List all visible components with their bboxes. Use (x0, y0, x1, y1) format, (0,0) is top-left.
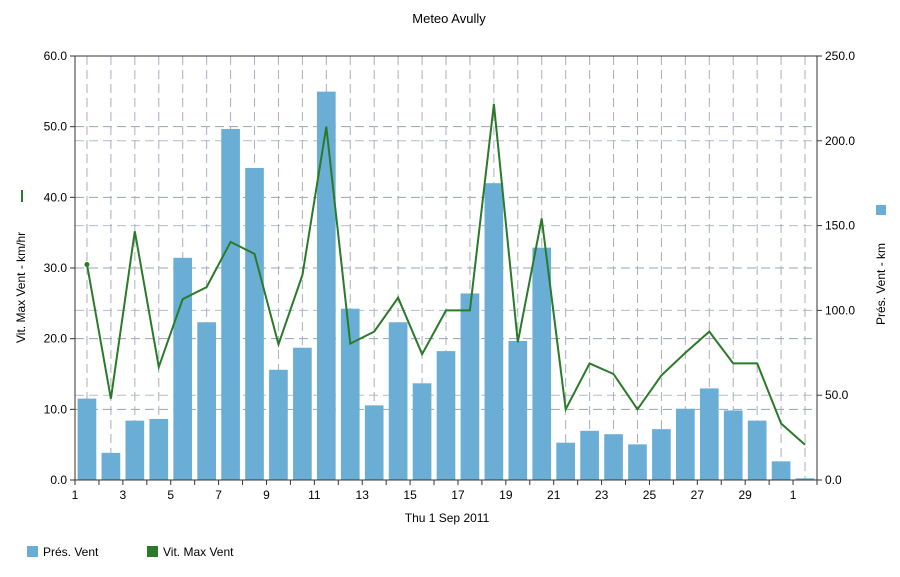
bar-pres-vent-day-1 (77, 398, 97, 480)
x-tick-label-6: 13 (356, 488, 370, 502)
right-tick-label-5: 250.0 (825, 49, 855, 63)
bar-pres-vent-day-6 (197, 322, 216, 480)
bar-pres-vent-day-30 (771, 461, 791, 480)
bar-pres-vent-day-31 (795, 478, 815, 480)
bar-pres-vent-day-25 (652, 429, 671, 480)
bar-pres-vent-day-21 (556, 442, 576, 480)
bar-pres-vent-day-27 (699, 388, 719, 480)
x-tick-label-5: 11 (308, 488, 321, 502)
bar-pres-vent-day-28 (723, 410, 743, 480)
line-series-vit-max-vent (84, 103, 806, 446)
x-tick-label-12: 25 (643, 488, 657, 502)
bar-pres-vent-day-26 (676, 408, 695, 480)
bar-pres-vent-day-4 (149, 418, 169, 480)
bar-pres-vent-day-11 (316, 91, 336, 480)
x-tick-label-15: 1 (790, 488, 797, 502)
left-tick-label-1: 10.0 (44, 402, 68, 416)
chart-title: Meteo Avully (412, 11, 486, 26)
right-tick-label-1: 50.0 (825, 388, 849, 402)
x-tick-label-0: 1 (72, 488, 79, 502)
bar-pres-vent-day-8 (245, 167, 264, 480)
legend-bar-swatch-icon (27, 546, 38, 557)
x-axis-ticks: 1 3 5 7 9 11 13 15 17 19 21 23 25 27 29 1 (72, 480, 818, 502)
legend-line-swatch-icon (147, 546, 158, 557)
left-axis-title: Vit. Max Vent - km/hr (14, 232, 28, 343)
legend: Prés. Vent Vit. Max Vent (27, 545, 234, 559)
bar-pres-vent-day-13 (364, 405, 384, 480)
x-tick-label-7: 15 (403, 488, 417, 502)
right-axis-title: Prés. Vent - km (874, 243, 888, 325)
right-axis-legend-square-icon (876, 205, 886, 215)
bar-pres-vent-day-29 (747, 420, 767, 480)
right-tick-label-4: 200.0 (825, 134, 855, 148)
bar-pres-vent-day-16 (436, 351, 456, 480)
right-tick-label-2: 100.0 (825, 303, 855, 317)
bar-pres-vent-day-22 (580, 430, 599, 480)
left-tick-label-4: 40.0 (44, 190, 68, 204)
bar-pres-vent-day-5 (173, 257, 193, 480)
bar-pres-vent-day-7 (221, 128, 240, 481)
x-tick-label-2: 5 (167, 488, 174, 502)
left-tick-label-6: 60.0 (44, 49, 68, 63)
bar-pres-vent-day-12 (340, 308, 360, 480)
bar-pres-vent-day-9 (269, 369, 288, 480)
x-tick-label-10: 21 (547, 488, 561, 502)
x-tick-label-8: 17 (451, 488, 465, 502)
bar-pres-vent-day-19 (508, 340, 528, 480)
bar-pres-vent-day-10 (293, 347, 312, 480)
bar-pres-vent-day-23 (604, 434, 623, 480)
x-tick-label-1: 3 (120, 488, 127, 502)
line-point-vit-max-vent-day-1 (84, 261, 90, 267)
bar-pres-vent-day-20 (532, 247, 552, 480)
x-tick-label-11: 23 (595, 488, 609, 502)
bar-pres-vent-day-24 (628, 444, 647, 480)
left-tick-label-5: 50.0 (44, 120, 68, 134)
x-tick-label-4: 9 (263, 488, 270, 502)
left-tick-label-0: 0.0 (50, 473, 67, 487)
bar-pres-vent-day-17 (460, 293, 480, 480)
bar-pres-vent-day-15 (412, 383, 432, 480)
right-tick-label-3: 150.0 (825, 219, 855, 233)
x-axis-title: Thu 1 Sep 2011 (405, 511, 490, 525)
left-tick-label-2: 20.0 (44, 332, 68, 346)
line-vit-max-vent (86, 103, 806, 446)
bar-pres-vent-day-2 (101, 452, 121, 480)
bar-pres-vent-day-3 (125, 420, 145, 480)
x-tick-label-13: 27 (691, 488, 705, 502)
right-axis-ticks: 0.0 50.0 100.0 150.0 200.0 250.0 (817, 49, 855, 487)
bar-pres-vent-day-14 (388, 322, 408, 480)
left-tick-label-3: 30.0 (44, 261, 68, 275)
x-tick-label-9: 19 (499, 488, 513, 502)
x-tick-label-14: 29 (739, 488, 753, 502)
bar-pres-vent-day-18 (484, 183, 504, 480)
left-axis-ticks: 0.0 10.0 20.0 30.0 40.0 50.0 60.0 (44, 49, 75, 487)
x-tick-label-3: 7 (215, 488, 222, 502)
legend-label-pres-vent: Prés. Vent (43, 545, 99, 559)
legend-label-vit-max-vent: Vit. Max Vent (163, 545, 234, 559)
right-tick-label-0: 0.0 (825, 473, 842, 487)
